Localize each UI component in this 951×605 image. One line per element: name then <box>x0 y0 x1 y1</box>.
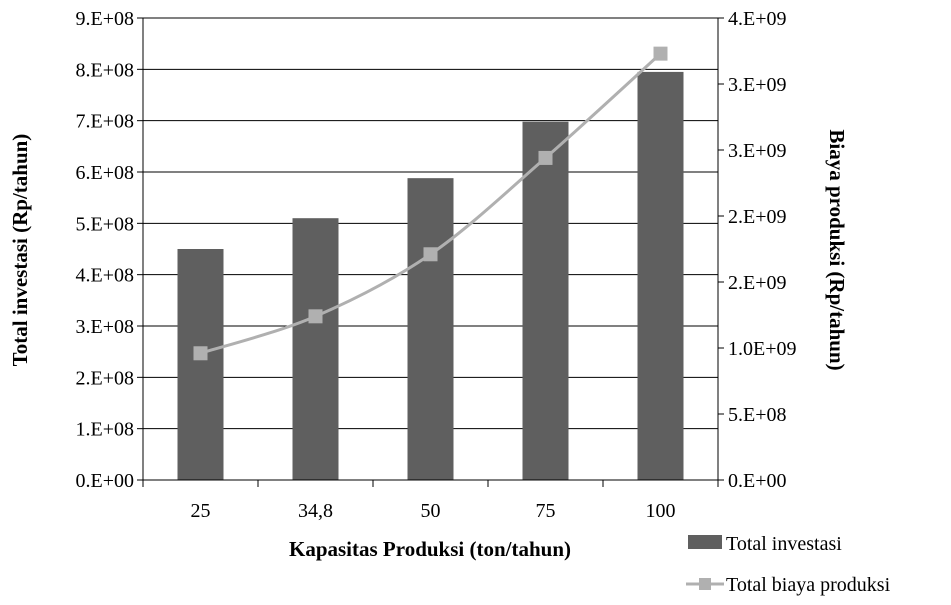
y2-tick-label: 2.E+09 <box>728 272 787 294</box>
legend: Total investasi Total biaya produksi <box>686 533 891 596</box>
bar-series-total-investasi <box>177 71 684 481</box>
bar <box>177 249 224 480</box>
y-axis-title: Total investasi (Rp/tahun) <box>8 134 32 367</box>
y-tick-label: 8.E+08 <box>76 59 135 81</box>
y2-tick-label: 4.E+09 <box>728 8 787 30</box>
y2-tick-label: 0.E+00 <box>728 470 787 492</box>
legend-label-total-investasi: Total investasi <box>726 533 842 555</box>
y2-tick-label: 2.E+09 <box>728 206 787 228</box>
x-tick-label: 34,8 <box>298 500 333 522</box>
x-tick-label: 25 <box>191 500 211 522</box>
line-point <box>538 150 553 165</box>
y-tick-label: 6.E+08 <box>76 162 135 184</box>
y2-axis-title: Biaya produksi (Rp/tahun) <box>825 129 849 370</box>
line-point <box>193 346 208 361</box>
y-tick-label: 7.E+08 <box>76 111 135 133</box>
bar <box>292 218 339 480</box>
y-tick-label: 4.E+08 <box>76 265 135 287</box>
y2-tick-label: 1.0E+09 <box>728 338 797 360</box>
x-tick-label: 50 <box>421 500 441 522</box>
x-axis-title: Kapasitas Produksi (ton/tahun) <box>289 537 571 561</box>
bar <box>522 121 569 481</box>
axes <box>137 17 724 487</box>
y-tick-label: 0.E+00 <box>76 470 135 492</box>
legend-swatch-total-investasi <box>688 535 722 549</box>
y-tick-label: 5.E+08 <box>76 213 135 235</box>
y-tick-label: 3.E+08 <box>76 316 135 338</box>
y2-tick-label: 3.E+09 <box>728 74 787 96</box>
y-axis-tick-labels: 0.E+00 1.E+08 2.E+08 3.E+08 4.E+08 5.E+08 6.E+… <box>76 8 135 492</box>
x-axis-tick-labels: 25 34,8 50 75 100 <box>191 500 676 522</box>
line-point <box>308 309 323 324</box>
x-tick-label: 100 <box>646 500 676 522</box>
legend-marker-total-biaya-produksi <box>699 578 711 590</box>
y-tick-label: 2.E+08 <box>76 367 135 389</box>
y2-axis-tick-labels: 0.E+00 5.E+08 1.0E+09 2.E+09 2.E+09 3.E+09 3.E… <box>728 8 797 492</box>
bar <box>407 178 454 480</box>
y2-tick-label: 5.E+08 <box>728 404 787 426</box>
x-tick-label: 75 <box>536 500 556 522</box>
line-point <box>653 46 668 61</box>
y-tick-label: 1.E+08 <box>76 419 135 441</box>
line-point <box>423 247 438 262</box>
bar <box>637 71 684 481</box>
y2-tick-label: 3.E+09 <box>728 140 787 162</box>
y-tick-label: 9.E+08 <box>76 8 135 30</box>
line-series-total-biaya-produksi <box>193 46 668 361</box>
legend-label-total-biaya-produksi: Total biaya produksi <box>726 574 891 596</box>
